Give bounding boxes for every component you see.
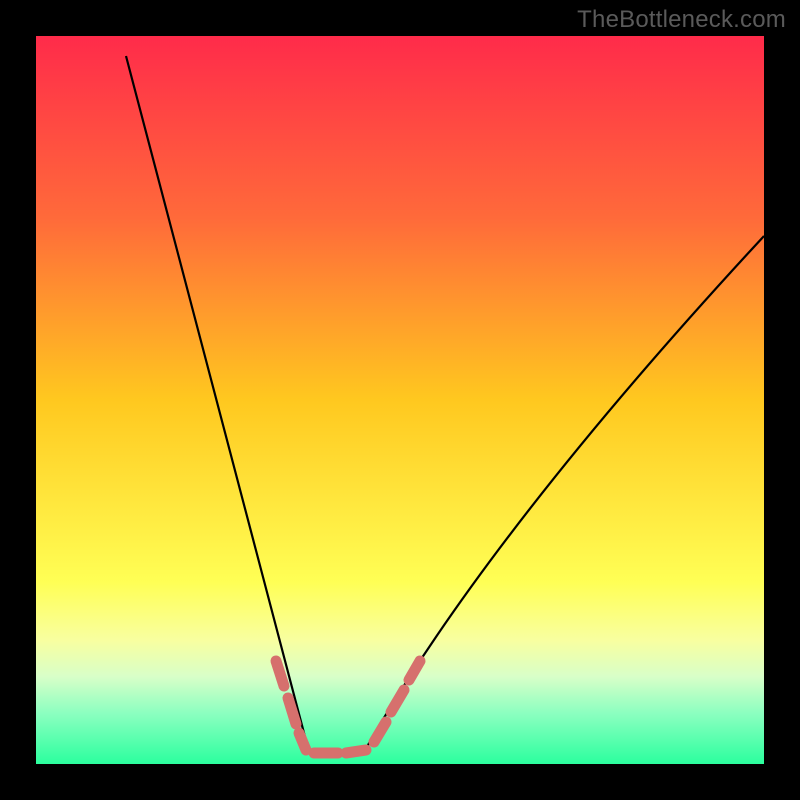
watermark-text: TheBottleneck.com — [577, 6, 786, 34]
chart-frame: TheBottleneck.com — [0, 0, 800, 800]
plot-area — [36, 36, 764, 764]
